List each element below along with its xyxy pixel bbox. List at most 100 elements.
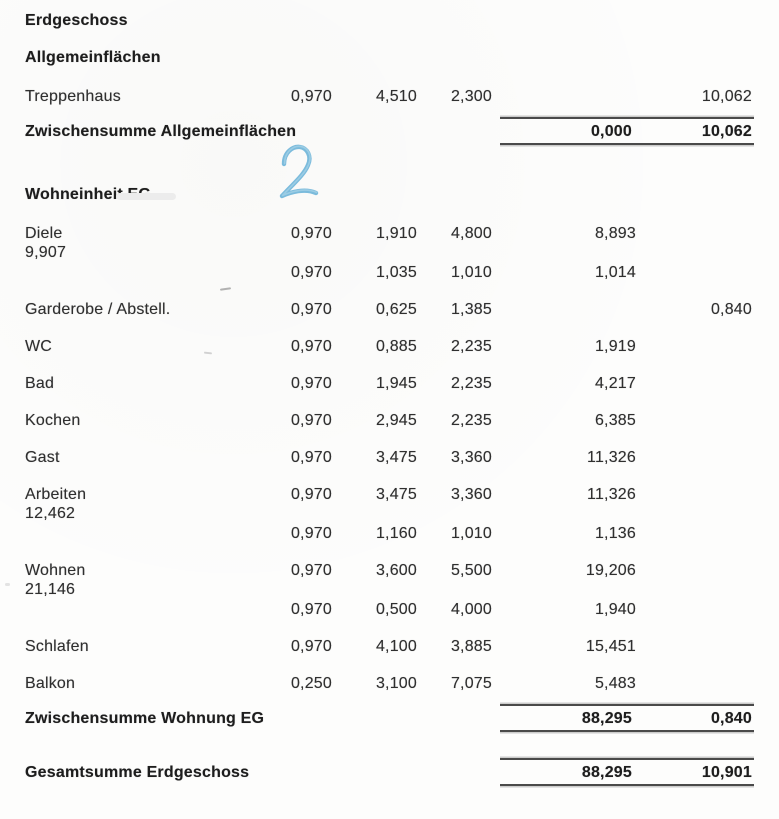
cell-c2: 3,100 [375, 675, 417, 692]
cell-c3: 4,000 [450, 601, 492, 618]
room-sum-row: 9,907 [25, 244, 779, 262]
scan-artifact-dot [5, 583, 10, 586]
grand-total-box: 88,295 10,901 [500, 758, 754, 786]
cell-c5: 0,840 [710, 301, 752, 318]
room-label [25, 264, 270, 282]
cell-c2: 3,600 [375, 562, 417, 579]
cell-c1: 0,970 [290, 412, 332, 429]
cell-c2: 0,885 [375, 338, 417, 355]
cell-c1: 0,970 [290, 338, 332, 355]
cell-c1: 0,970 [290, 225, 332, 242]
subtotal-row: Zwischensumme Wohnung EG 88,295 0,840 [25, 704, 779, 732]
room-label: Diele [25, 225, 63, 242]
table-row: Schlafen 0,970 4,100 3,885 15,451 [25, 638, 779, 656]
subtotal-sum-side: 10,062 [701, 123, 752, 140]
cell-c2: 1,910 [375, 225, 417, 242]
cell-c5 [636, 486, 752, 504]
cell-c5 [636, 264, 752, 282]
subtotal-sum-side: 0,840 [710, 710, 752, 727]
cell-c4: 1,136 [594, 525, 636, 542]
table-row: 0,970 1,160 1,010 1,136 [25, 525, 779, 543]
table-row: Garderobe / Abstell. 0,970 0,625 1,385 0,840 [25, 301, 779, 319]
table-row: Kochen 0,970 2,945 2,235 6,385 [25, 412, 779, 430]
subtotal-label: Zwischensumme Allgemeinflächen [25, 123, 297, 140]
cell-c2: 2,945 [375, 412, 417, 429]
cell-c5: 10,062 [701, 88, 752, 105]
cell-c4: 4,217 [594, 375, 636, 392]
page-title: Erdgeschoss [25, 12, 128, 29]
room-label: Garderobe / Abstell. [25, 301, 171, 318]
room-label: Treppenhaus [25, 88, 121, 105]
cell-c3: 2,235 [450, 375, 492, 392]
cell-c5 [636, 638, 752, 656]
cell-c4: 1,940 [594, 601, 636, 618]
cell-c5 [636, 338, 752, 356]
grand-total-row: Gesamtsumme Erdgeschoss 88,295 10,901 [25, 758, 779, 786]
subtotal-box: 88,295 0,840 [500, 704, 754, 732]
cell-c1: 0,970 [290, 375, 332, 392]
table-row: Gast 0,970 3,475 3,360 11,326 [25, 449, 779, 467]
cell-c2: 1,160 [375, 525, 417, 542]
room-label: Arbeiten [25, 486, 87, 503]
cell-c2: 1,945 [375, 375, 417, 392]
room-label: Bad [25, 375, 55, 392]
cell-c3: 3,360 [450, 486, 492, 503]
area-table: Allgemeinflächen Treppenhaus 0,970 4,510 2,3… [25, 49, 779, 732]
cell-c2: 3,475 [375, 486, 417, 503]
cell-c3: 2,235 [450, 338, 492, 355]
cell-c2: 4,510 [375, 88, 417, 105]
cell-c5 [636, 601, 752, 619]
room-label: Schlafen [25, 638, 89, 655]
room-label: Gast [25, 449, 60, 466]
grand-total-sum-main: 88,295 [581, 764, 632, 781]
cell-c4: 5,483 [594, 675, 636, 692]
room-label [25, 601, 270, 619]
cell-c3: 3,360 [450, 449, 492, 466]
cell-c4: 8,893 [594, 225, 636, 242]
table-row: Wohnen 0,970 3,600 5,500 19,206 [25, 562, 779, 580]
cell-c4: 6,385 [594, 412, 636, 429]
cell-c1: 0,970 [290, 264, 332, 281]
cell-c1: 0,250 [290, 675, 332, 692]
cell-c1: 0,970 [290, 601, 332, 618]
handwritten-2-annotation [279, 144, 319, 199]
cell-c5 [636, 412, 752, 430]
cell-c3: 1,385 [450, 301, 492, 318]
cell-c2: 3,475 [375, 449, 417, 466]
section-heading: Wohneinheit EG [25, 186, 152, 203]
room-sum-row: 12,462 [25, 505, 779, 523]
grand-total-sum-side: 10,901 [701, 764, 752, 781]
cell-c1: 0,970 [290, 638, 332, 655]
cell-c2: 4,100 [375, 638, 417, 655]
cell-c3: 4,800 [450, 225, 492, 242]
cell-c5 [636, 562, 752, 580]
subtotal-label: Zwischensumme Wohnung EG [25, 710, 265, 727]
cell-c4: 1,014 [594, 264, 636, 281]
cell-c5 [636, 225, 752, 243]
cell-c5 [636, 449, 752, 467]
subtotal-box: 0,000 10,062 [500, 117, 754, 145]
room-label: Kochen [25, 412, 81, 429]
room-label: WC [25, 338, 53, 355]
cell-c4: 15,451 [585, 638, 636, 655]
room-label: Balkon [25, 675, 76, 692]
cell-c4: 11,326 [587, 449, 636, 466]
cell-c5 [636, 525, 752, 543]
room-sum-value: 12,462 [25, 505, 76, 522]
cell-c4 [492, 301, 636, 319]
cell-c1: 0,970 [290, 562, 332, 579]
cell-c3: 2,235 [450, 412, 492, 429]
cell-c2: 0,625 [375, 301, 417, 318]
subtotal-sum-main: 88,295 [581, 710, 632, 727]
cell-c2: 0,500 [375, 601, 417, 618]
table-row: Balkon 0,250 3,100 7,075 5,483 [25, 675, 779, 693]
cell-c4: 11,326 [587, 486, 636, 503]
table-row: Bad 0,970 1,945 2,235 4,217 [25, 375, 779, 393]
grand-total-label: Gesamtsumme Erdgeschoss [25, 764, 250, 781]
cell-c3: 7,075 [450, 675, 492, 692]
cell-c5 [636, 675, 752, 693]
table-row: Diele 0,970 1,910 4,800 8,893 [25, 225, 779, 243]
cell-c1: 0,970 [290, 525, 332, 542]
cell-c1: 0,970 [290, 88, 332, 105]
table-row: Treppenhaus 0,970 4,510 2,300 10,062 [25, 88, 779, 106]
